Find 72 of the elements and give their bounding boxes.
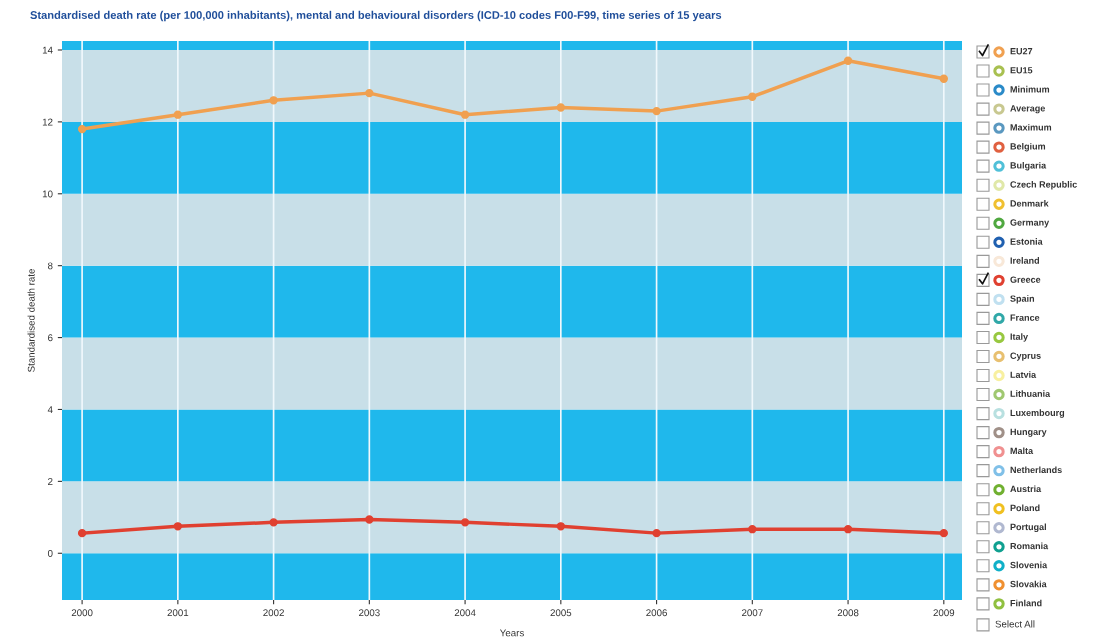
point — [843, 525, 853, 534]
x-tick-label: 2004 — [454, 609, 476, 617]
legend-label: Latvia — [1010, 371, 1037, 378]
point — [556, 522, 565, 531]
legend-label: Bulgaria — [1010, 161, 1047, 171]
x-tick-label: 2007 — [742, 609, 763, 617]
point — [939, 528, 948, 538]
legend-label: Netherlands — [1010, 466, 1062, 474]
y-tick-label: 4 — [47, 406, 53, 413]
x-tick-label: 2002 — [263, 609, 284, 617]
x-tick-label: 2009 — [933, 609, 955, 617]
legend-label: Average — [1010, 105, 1045, 114]
legend-label: Belgium — [1010, 142, 1046, 152]
legend-label: Slovenia — [1010, 561, 1048, 569]
legend-label: Portugal — [1010, 523, 1046, 532]
x-tick-label: 2001 — [167, 609, 189, 617]
y-tick-label: 10 — [42, 190, 53, 198]
point — [843, 56, 853, 65]
x-axis-title: Years — [499, 629, 524, 637]
legend-label: Hungary — [1010, 428, 1047, 437]
legend-label: Ireland — [1010, 257, 1040, 264]
point — [365, 88, 374, 98]
legend-label: Luxembourg — [1010, 409, 1065, 418]
legend-label: Estonia — [1010, 238, 1043, 245]
point — [173, 522, 183, 531]
y-tick-label: 0 — [47, 550, 53, 557]
legend-label: Lithuania — [1010, 390, 1051, 397]
legend-label: Minimum — [1010, 85, 1050, 93]
x-tick-label: 2006 — [646, 609, 667, 617]
legend-label: Austria — [1010, 485, 1042, 493]
y-tick-label: 6 — [48, 334, 53, 342]
legend-label: Slovakia — [1010, 580, 1047, 588]
x-tick-label: 2005 — [550, 609, 572, 617]
legend-label: Germany — [1010, 219, 1050, 228]
point — [939, 74, 948, 83]
point — [173, 110, 183, 119]
y-tick-label: 2 — [48, 478, 53, 485]
legend-label: Maximum — [1010, 123, 1052, 131]
legend-label: France — [1010, 314, 1040, 321]
legend-label: Malta — [1010, 447, 1034, 455]
point — [748, 525, 757, 534]
legend-label: Poland — [1010, 504, 1040, 512]
point — [460, 110, 470, 119]
legend-label: Italy — [1010, 333, 1029, 342]
point — [365, 515, 374, 524]
point — [556, 103, 565, 112]
chart-title: Standardised death rate (per 100,000 inhabitants), mental and behavioural disorders (ICD-10 codes F00-F99, time series of 15 years — [30, 10, 722, 22]
legend-label: Romania — [1010, 542, 1049, 550]
legend-label: EU15 — [1010, 67, 1033, 74]
point — [460, 518, 470, 527]
y-tick-label: 8 — [47, 262, 53, 270]
legend-label: Greece — [1010, 276, 1041, 283]
point — [269, 518, 278, 527]
point — [748, 92, 757, 101]
y-tick-label: 12 — [42, 118, 53, 126]
point — [269, 96, 278, 105]
legend-label: Spain — [1010, 295, 1035, 304]
legend-label: EU27 — [1010, 48, 1033, 55]
y-tick-label: 14 — [42, 46, 53, 54]
y-axis-title: Standardised death rate — [27, 269, 35, 372]
legend-label: Cyprus — [1010, 352, 1041, 361]
legend-label: Finland — [1010, 599, 1042, 607]
point — [652, 528, 661, 538]
point — [77, 528, 87, 538]
text: Select All — [995, 620, 1035, 628]
x-tick-label: 2000 — [71, 609, 93, 617]
point — [77, 124, 87, 134]
point — [652, 106, 661, 116]
legend-label: Denmark — [1010, 200, 1049, 207]
x-tick-label: 2003 — [359, 609, 380, 617]
legend-label: Czech Republic — [1010, 181, 1077, 190]
x-tick-label: 2008 — [837, 609, 859, 617]
